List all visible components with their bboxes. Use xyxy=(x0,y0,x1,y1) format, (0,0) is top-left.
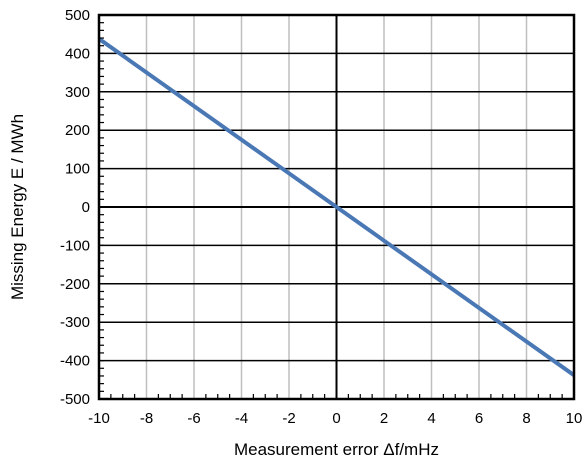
x-tick-label: 0 xyxy=(332,410,340,427)
x-tick-label: -10 xyxy=(88,410,110,427)
y-tick-label: -100 xyxy=(60,237,90,254)
series-layer xyxy=(97,37,576,377)
y-tick-label: 200 xyxy=(65,122,90,139)
series-line xyxy=(97,37,576,377)
x-tick-label: -6 xyxy=(187,410,200,427)
x-tick-label: 10 xyxy=(566,410,583,427)
x-tick-label: -2 xyxy=(282,410,295,427)
x-axis-title: Measurement error Δf/mHz xyxy=(234,440,439,459)
y-tick-label: 0 xyxy=(82,199,90,216)
minor-ticks xyxy=(99,14,563,400)
y-tick-label: -300 xyxy=(60,314,90,331)
x-tick-label: 8 xyxy=(522,410,530,427)
y-tick-label: 300 xyxy=(65,84,90,101)
y-axis-title: Missing Energy E / MWh xyxy=(8,114,27,300)
y-tick-label: -400 xyxy=(60,353,90,370)
y-tick-label: 500 xyxy=(65,7,90,24)
y-tick-label: -200 xyxy=(60,276,90,293)
x-tick-label: -8 xyxy=(140,410,153,427)
y-tick-labels: 500 400 300 200 100 0 -100 -200 -300 -400 -500 xyxy=(60,7,90,408)
y-tick-label: -500 xyxy=(60,391,90,408)
x-tick-label: 6 xyxy=(475,410,483,427)
x-tick-label: 4 xyxy=(427,410,435,427)
x-tick-label: 2 xyxy=(380,410,388,427)
y-tick-label: 100 xyxy=(65,161,90,178)
x-tick-label: -4 xyxy=(235,410,248,427)
x-tick-labels: -10 -8 -6 -4 -2 0 2 4 6 8 10 xyxy=(88,410,582,427)
y-tick-label: 400 xyxy=(65,45,90,62)
